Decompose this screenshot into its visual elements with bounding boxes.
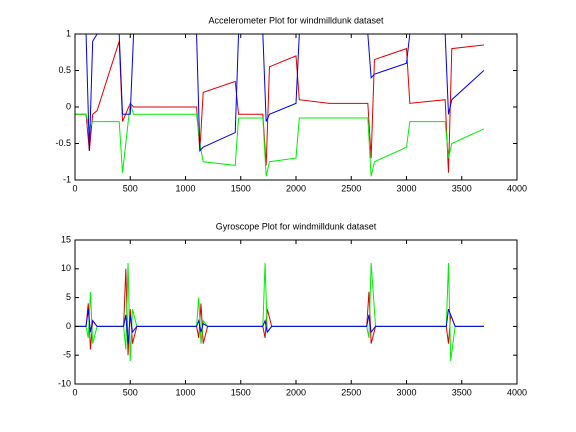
x-tick-label: 500 — [123, 387, 138, 397]
x-tick-label: 0 — [72, 387, 77, 397]
x-tick-label: 0 — [72, 183, 77, 193]
y-tick-label: 0 — [66, 321, 71, 331]
x-tick-label: 500 — [123, 183, 138, 193]
x-tick-label: 1000 — [175, 183, 195, 193]
x-tick-label: 4000 — [507, 387, 527, 397]
y-tick-label: 5 — [66, 292, 71, 302]
x-tick-label: 2500 — [341, 387, 361, 397]
y-tick-label: -1 — [63, 174, 71, 184]
y-tick-label: 1 — [66, 28, 71, 38]
x-tick-label: 3500 — [452, 183, 472, 193]
x-tick-label: 3500 — [452, 387, 472, 397]
data-line — [75, 103, 485, 177]
x-tick-label: 4000 — [507, 183, 527, 193]
x-tick-label: 3000 — [396, 183, 416, 193]
y-tick-label: -10 — [58, 378, 71, 388]
axes-box — [74, 33, 518, 181]
x-tick-label: 1500 — [231, 183, 251, 193]
x-tick-label: 2000 — [286, 387, 306, 397]
chart-title: Gyroscope Plot for windmilldunk dataset — [216, 221, 377, 231]
x-tick-label: 2500 — [341, 183, 361, 193]
y-tick-label: -0.5 — [55, 138, 71, 148]
data-line — [75, 308, 484, 344]
x-tick-label: 2000 — [286, 183, 306, 193]
axes-box — [74, 239, 518, 385]
axes-background — [75, 240, 517, 384]
x-tick-label: 3000 — [396, 387, 416, 397]
x-tick-label: 1500 — [231, 387, 251, 397]
x-tick-label: 1000 — [175, 387, 195, 397]
y-tick-label: -5 — [63, 350, 71, 360]
chart-title: Accelerometer Plot for windmilldunk data… — [208, 15, 384, 25]
y-tick-label: 0.5 — [58, 65, 71, 75]
y-tick-label: 0 — [66, 101, 71, 111]
y-tick-label: 15 — [61, 234, 71, 244]
y-tick-label: 10 — [61, 263, 71, 273]
